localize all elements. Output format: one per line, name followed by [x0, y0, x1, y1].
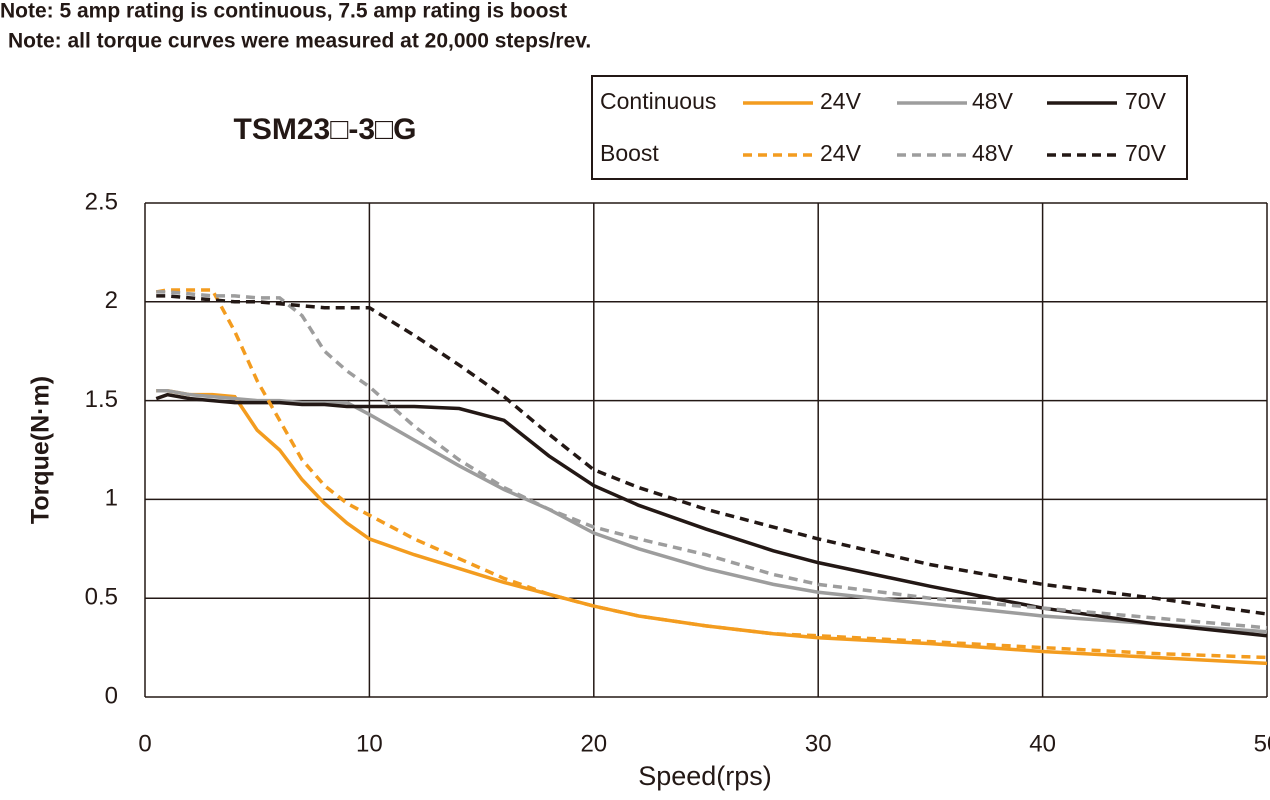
y-tick-label: 0 — [105, 682, 118, 709]
legend-label: 70V — [1125, 88, 1167, 114]
y-tick-label: 2.5 — [85, 188, 118, 215]
series-line — [156, 388, 1268, 666]
legend-label: 24V — [820, 140, 862, 166]
y-tick-label: 1 — [105, 485, 118, 512]
note: Note: 5 amp rating is continuous, 7.5 am… — [0, 0, 567, 23]
x-tick-label: 50 — [1254, 730, 1270, 757]
legend-label: 48V — [972, 88, 1014, 114]
legend-label: 48V — [972, 140, 1014, 166]
y-tick-label: 0.5 — [85, 584, 118, 611]
series-line — [156, 294, 1268, 616]
x-tick-label: 0 — [138, 730, 151, 757]
legend-row-label: Boost — [600, 140, 659, 166]
series-line — [156, 290, 1268, 630]
series-line — [156, 388, 1268, 634]
y-tick-label: 2 — [105, 287, 118, 314]
x-tick-label: 30 — [805, 730, 832, 757]
note: Note: all torque curves were measured at… — [8, 30, 591, 53]
x-tick-label: 40 — [1029, 730, 1056, 757]
legend-label: 24V — [820, 88, 862, 114]
series-line — [155, 288, 1268, 660]
x-axis-label: Speed(rps) — [638, 761, 772, 791]
legend-label: 70V — [1125, 140, 1167, 166]
chart-title: TSM23□-3□G — [234, 113, 417, 146]
series-line — [155, 392, 1268, 638]
legend-box — [591, 75, 1188, 180]
x-tick-label: 20 — [580, 730, 607, 757]
y-tick-label: 1.5 — [85, 386, 118, 413]
legend-row-label: Continuous — [600, 88, 716, 114]
x-tick-label: 10 — [356, 730, 383, 757]
y-axis-label: Torque(N·m) — [27, 376, 55, 524]
